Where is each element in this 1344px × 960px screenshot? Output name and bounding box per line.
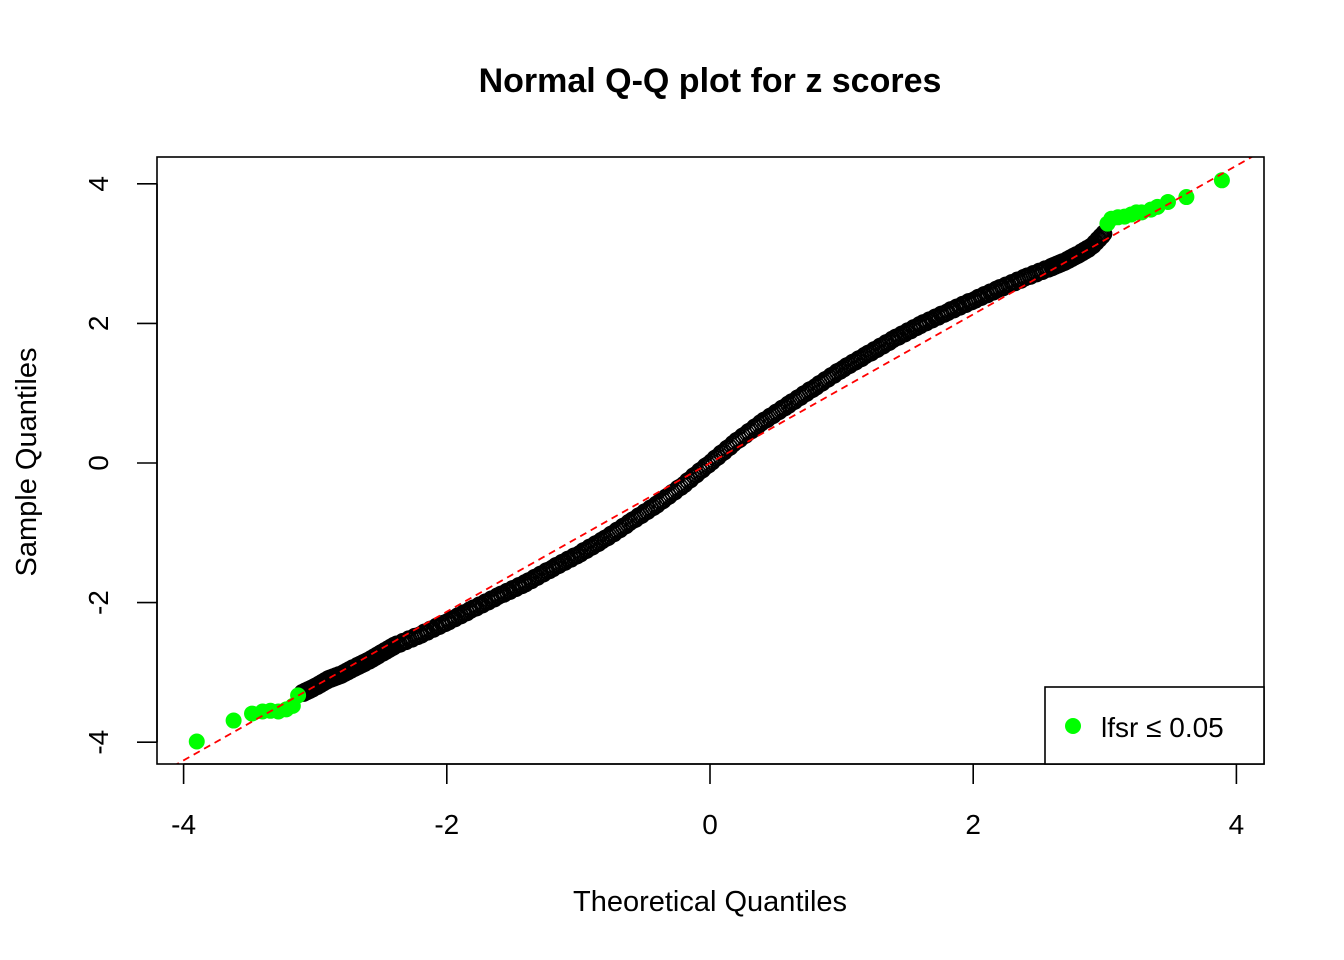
y-tick-label: 4	[83, 176, 114, 192]
y-tick-label: 2	[83, 316, 114, 332]
x-tick-label: 2	[965, 809, 981, 840]
y-axis-label: Sample Quantiles	[11, 348, 43, 577]
lfsr-point	[225, 712, 242, 729]
x-axis: -4 -2 0 2 4	[171, 763, 1245, 840]
legend-box	[1044, 686, 1265, 765]
x-tick-label: -2	[434, 809, 459, 840]
x-tick-label: 0	[702, 809, 718, 840]
lfsr-point	[1159, 193, 1176, 210]
legend-marker	[1065, 718, 1081, 734]
legend: lfsr ≤ 0.05	[1044, 686, 1265, 765]
y-tick-label: -4	[83, 730, 114, 755]
lfsr-point	[1178, 189, 1195, 206]
lfsr-point	[188, 733, 205, 750]
y-axis: -4 -2 0 2 4	[83, 176, 158, 755]
x-tick-label: -4	[171, 809, 196, 840]
reference-line	[175, 157, 1254, 764]
legend-label: lfsr ≤ 0.05	[1101, 712, 1224, 743]
y-tick-label: 0	[83, 455, 114, 471]
y-tick-label: -2	[83, 590, 114, 615]
chart-title: Normal Q-Q plot for z scores	[479, 62, 942, 100]
x-axis-label: Theoretical Quantiles	[573, 886, 847, 918]
x-tick-label: 4	[1229, 809, 1245, 840]
